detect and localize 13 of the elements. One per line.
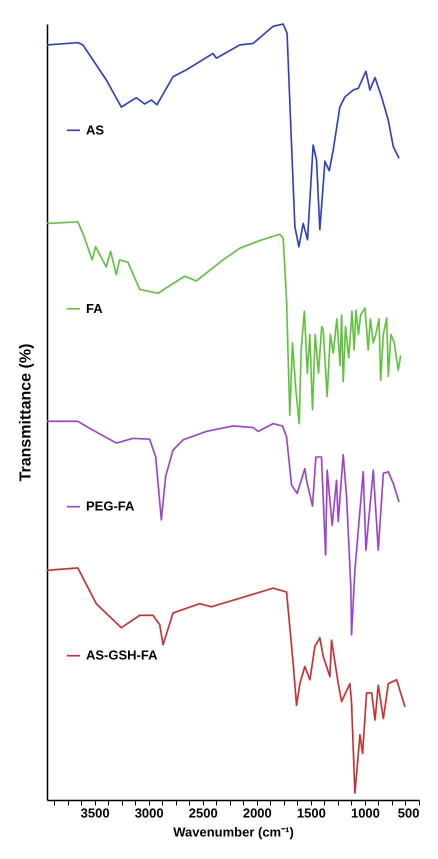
legend-label: AS-GSH-FA: [86, 648, 158, 663]
x-tick-label: 2500: [188, 806, 218, 820]
legend-label: AS: [86, 122, 104, 138]
x-tick-label: 1500: [296, 806, 326, 820]
x-tick-label: 3500: [80, 806, 110, 820]
x-tick-label: 1000: [350, 806, 380, 820]
x-tick-label: 500: [398, 806, 420, 820]
legend-label: PEG-FA: [86, 498, 136, 514]
x-tick-label: 2000: [242, 806, 272, 820]
legend-label: FA: [86, 300, 104, 316]
y-axis-title: Transmittance (%): [18, 344, 34, 482]
x-tick-label: 3000: [134, 806, 164, 820]
x-axis-title: Wavenumber (cm⁻¹): [173, 824, 294, 840]
